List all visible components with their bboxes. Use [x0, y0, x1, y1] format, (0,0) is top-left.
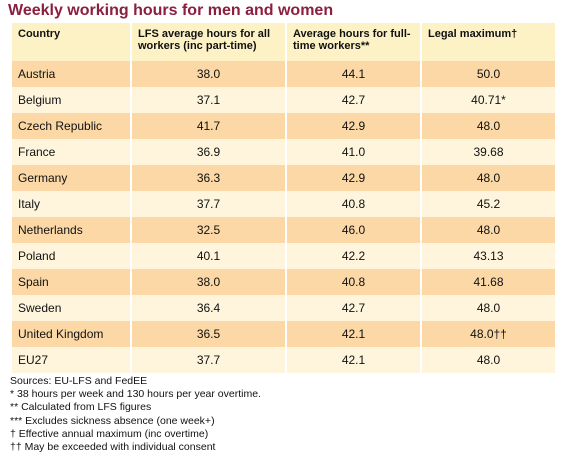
- footnote: ** Calculated from LFS figures: [10, 401, 152, 414]
- value-cell: 42.7: [285, 87, 422, 113]
- title: Weekly working hours for men and women: [8, 2, 334, 19]
- table-row: Czech Republic 41.7 42.9 48.0: [10, 113, 557, 139]
- value-cell: 42.9: [285, 165, 422, 191]
- value-cell: 48.0: [420, 165, 557, 191]
- footnote: Sources: EU-LFS and FedEE: [10, 375, 148, 387]
- table-row: France 36.9 41.0 39.68: [10, 139, 557, 165]
- value-cell: 45.2: [420, 191, 557, 217]
- country-cell: Austria: [10, 61, 132, 87]
- value-cell: 39.68: [420, 139, 557, 165]
- country-cell: Germany: [10, 165, 132, 191]
- value-cell: 41.68: [420, 269, 557, 295]
- table-row: Spain 38.0 40.8 41.68: [10, 269, 557, 295]
- value-cell: 44.1: [285, 61, 422, 87]
- country-cell: Sweden: [10, 295, 132, 321]
- value-cell: 48.0: [420, 295, 557, 321]
- country-cell: France: [10, 139, 132, 165]
- table-row: Poland 40.1 42.2 43.13: [10, 243, 557, 269]
- country-cell: Netherlands: [10, 217, 132, 243]
- footnote: †† May be exceeded with individual conse…: [10, 441, 216, 454]
- value-cell: 41.0: [285, 139, 422, 165]
- value-cell: 48.0: [420, 113, 557, 139]
- header-cell: Country: [10, 23, 132, 61]
- country-cell: United Kingdom: [10, 321, 132, 347]
- table-row: Belgium 37.1 42.7 40.71*: [10, 87, 557, 113]
- header-cell: LFS average hours for all workers (inc p…: [130, 23, 287, 61]
- value-cell: 42.2: [285, 243, 422, 269]
- table-row: Italy 37.7 40.8 45.2: [10, 191, 557, 217]
- footnote: *** Excludes sickness absence (one week+…: [10, 414, 215, 427]
- value-cell: 40.8: [285, 191, 422, 217]
- footnote: * 38 hours per week and 130 hours per ye…: [10, 388, 261, 401]
- value-cell: 43.13: [420, 243, 557, 269]
- table-body: Austria 38.0 44.1 50.0 Belgium 37.1 42.7 40.71*…: [10, 61, 557, 373]
- value-cell: 36.9: [130, 139, 287, 165]
- table-row: United Kingdom 36.5 42.1 48.0††: [10, 321, 557, 347]
- header-row: Country LFS average hours for all workers…: [10, 23, 557, 61]
- value-cell: 40.71*: [420, 87, 557, 113]
- country-cell: Czech Republic: [10, 113, 132, 139]
- value-cell: 37.1: [130, 87, 287, 113]
- table-row: Sweden 36.4 42.7 48.0: [10, 295, 557, 321]
- value-cell: 40.8: [285, 269, 422, 295]
- table-row: Netherlands 32.5 46.0 48.0: [10, 217, 557, 243]
- table-row: EU27 37.7 42.1 48.0: [10, 347, 557, 373]
- value-cell: 37.7: [130, 191, 287, 217]
- value-cell: 48.0: [420, 347, 557, 373]
- value-cell: 40.1: [130, 243, 287, 269]
- country-cell: Belgium: [10, 87, 132, 113]
- value-cell: 50.0: [420, 61, 557, 87]
- value-cell: 42.9: [285, 113, 422, 139]
- table-row: Austria 38.0 44.1 50.0: [10, 61, 557, 87]
- value-cell: 42.7: [285, 295, 422, 321]
- table: Country LFS average hours for all workers…: [10, 23, 557, 373]
- value-cell: 41.7: [130, 113, 287, 139]
- value-cell: 37.7: [130, 347, 287, 373]
- value-cell: 42.1: [285, 321, 422, 347]
- value-cell: 48.0: [420, 217, 557, 243]
- value-cell: 36.4: [130, 295, 287, 321]
- table-row: Germany 36.3 42.9 48.0: [10, 165, 557, 191]
- value-cell: 42.1: [285, 347, 422, 373]
- value-cell: 46.0: [285, 217, 422, 243]
- country-cell: EU27: [10, 347, 132, 373]
- country-cell: Italy: [10, 191, 132, 217]
- country-cell: Poland: [10, 243, 132, 269]
- value-cell: 36.3: [130, 165, 287, 191]
- value-cell: 38.0: [130, 269, 287, 295]
- country-cell: Spain: [10, 269, 132, 295]
- table-header: Country LFS average hours for all workers…: [10, 23, 557, 61]
- value-cell: 38.0: [130, 61, 287, 87]
- value-cell: 48.0††: [420, 321, 557, 347]
- header-cell: Legal maximum†: [420, 23, 557, 61]
- footnote: † Effective annual maximum (inc overtime…: [10, 427, 209, 440]
- value-cell: 36.5: [130, 321, 287, 347]
- header-cell: Average hours for full-time workers**: [285, 23, 422, 61]
- value-cell: 32.5: [130, 217, 287, 243]
- footnotes: Sources: EU-LFS and FedEE * 38 hours per …: [10, 375, 261, 454]
